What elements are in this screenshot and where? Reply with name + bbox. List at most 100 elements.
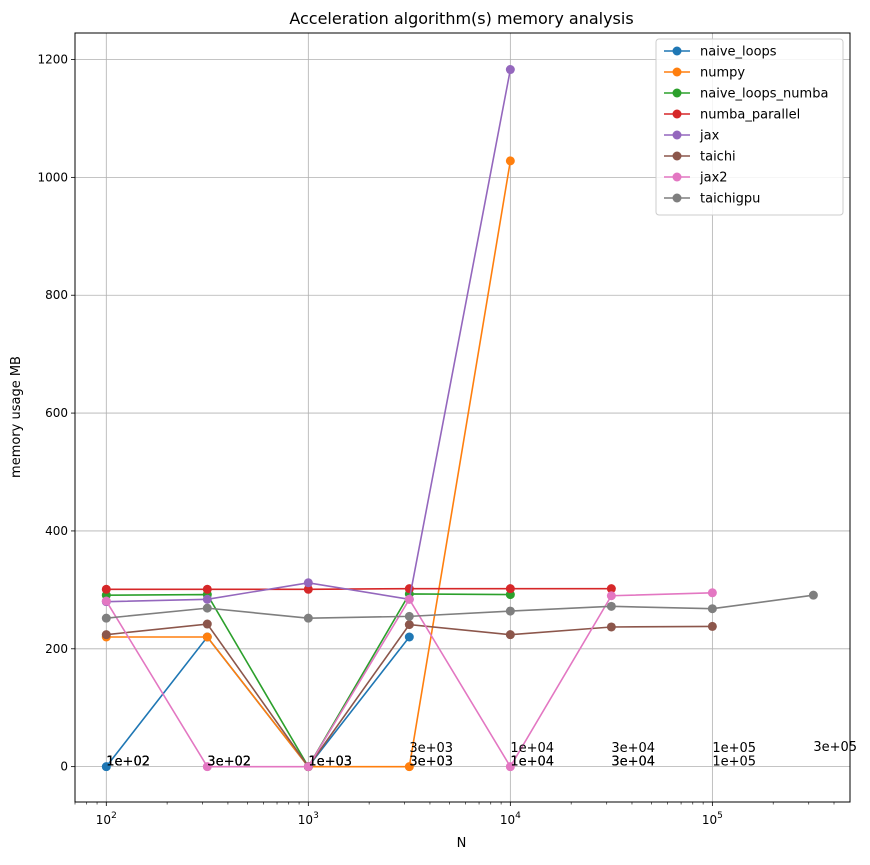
point-annotation: 3e+04: [611, 755, 655, 770]
point-annotation: 3e+03: [409, 755, 453, 770]
data-point: [101, 584, 111, 594]
legend-swatch-marker: [672, 46, 682, 56]
data-point: [404, 620, 414, 630]
data-point: [202, 594, 212, 604]
legend-item: taichi: [664, 150, 736, 165]
grid-lines: [75, 33, 850, 802]
point-annotation: 1e+02: [106, 755, 150, 770]
x-tick-label: 105: [702, 811, 723, 827]
series-line: [106, 594, 814, 619]
data-point: [505, 156, 515, 166]
point-annotation: 1e+02: [106, 755, 150, 770]
point-annotation: 3e+03: [409, 755, 453, 770]
legend-label: numba_parallel: [700, 108, 800, 123]
point-annotation: 1e+03: [308, 755, 352, 770]
chart-title: Acceleration algorithm(s) memory analysi…: [289, 9, 633, 28]
data-point: [505, 65, 515, 75]
data-point: [707, 588, 717, 598]
data-point: [404, 762, 414, 772]
x-tick-label: 103: [298, 811, 319, 827]
point-annotation: 1e+04: [510, 755, 554, 770]
legend-swatch-marker: [672, 130, 682, 140]
point-annotation: 3e+05: [813, 740, 857, 755]
series-taichigpu: [101, 590, 818, 623]
data-point: [303, 578, 313, 588]
data-point: [404, 632, 414, 642]
data-point: [606, 591, 616, 601]
legend-swatch-marker: [672, 172, 682, 182]
data-point: [505, 762, 515, 772]
legend-item: naive_loops_numba: [664, 87, 828, 102]
point-annotation: 1e+05: [712, 755, 756, 770]
plot-frame: [74, 32, 851, 803]
point-annotation: 3e+02: [207, 755, 251, 770]
y-axis-label: memory usage MB: [9, 356, 24, 478]
point-annotation: 1e+03: [308, 755, 352, 770]
legend-box: [655, 38, 844, 216]
legend-swatch-marker: [672, 88, 682, 98]
data-point: [101, 596, 111, 606]
data-point: [303, 613, 313, 623]
data-point: [101, 630, 111, 640]
y-tick-label: 600: [45, 406, 68, 420]
point-annotation: 3e+04: [611, 755, 655, 770]
legend-label: taichi: [700, 150, 736, 165]
data-point: [303, 584, 313, 594]
x-axis-label: N: [457, 836, 467, 851]
point-annotation: 1e+04: [510, 755, 554, 770]
data-point: [202, 762, 212, 772]
data-point: [202, 603, 212, 613]
legend-label: jax2: [699, 171, 728, 186]
y-tick-label: 800: [45, 288, 68, 302]
point-annotation: 3e+02: [207, 755, 251, 770]
legend-swatch-marker: [672, 109, 682, 119]
x-tick-label: 104: [500, 811, 521, 827]
data-point: [606, 601, 616, 611]
data-point: [404, 594, 414, 604]
series-numba-parallel: [101, 584, 616, 594]
legend-label: jax: [699, 129, 720, 144]
legend-swatch-marker: [672, 193, 682, 203]
legend-item: taichigpu: [664, 192, 760, 207]
data-point: [505, 606, 515, 616]
legend-item: naive_loops: [664, 45, 777, 60]
legend-item: numpy: [664, 66, 745, 81]
data-point: [101, 762, 111, 772]
data-point: [505, 584, 515, 594]
point-annotation: 3e+04: [611, 741, 655, 756]
series-lines: [101, 65, 818, 772]
point-annotation: 1e+04: [510, 741, 554, 756]
data-point: [808, 590, 818, 600]
legend-label: naive_loops_numba: [700, 87, 828, 102]
y-tick-label: 1000: [37, 170, 68, 184]
data-point: [505, 630, 515, 640]
legend-swatch-marker: [672, 151, 682, 161]
data-point: [101, 613, 111, 623]
legend-item: jax: [664, 129, 720, 144]
y-tick-label: 1200: [37, 53, 68, 67]
point-annotation: 3e+02: [207, 755, 251, 770]
y-tick-label: 200: [45, 642, 68, 656]
series-taichi: [101, 619, 717, 772]
legend-label: naive_loops: [700, 45, 777, 60]
point-annotation: 3e+03: [409, 741, 453, 756]
legend-swatch-marker: [672, 67, 682, 77]
x-tick-label: 102: [96, 811, 117, 827]
data-point: [707, 604, 717, 614]
legend-label: taichigpu: [700, 192, 760, 207]
data-point: [404, 611, 414, 621]
series-jax2: [101, 588, 717, 772]
data-point: [202, 619, 212, 629]
data-point: [202, 632, 212, 642]
axis-ticks: 0 200 400 600 800 1000 1200 102 103 104 105: [37, 53, 835, 827]
y-tick-label: 0: [60, 760, 68, 774]
series-line: [106, 587, 612, 591]
point-annotation: 1e+05: [712, 741, 756, 756]
point-annotation: 1e+02: [106, 755, 150, 770]
data-point: [707, 621, 717, 631]
data-point: [606, 584, 616, 594]
